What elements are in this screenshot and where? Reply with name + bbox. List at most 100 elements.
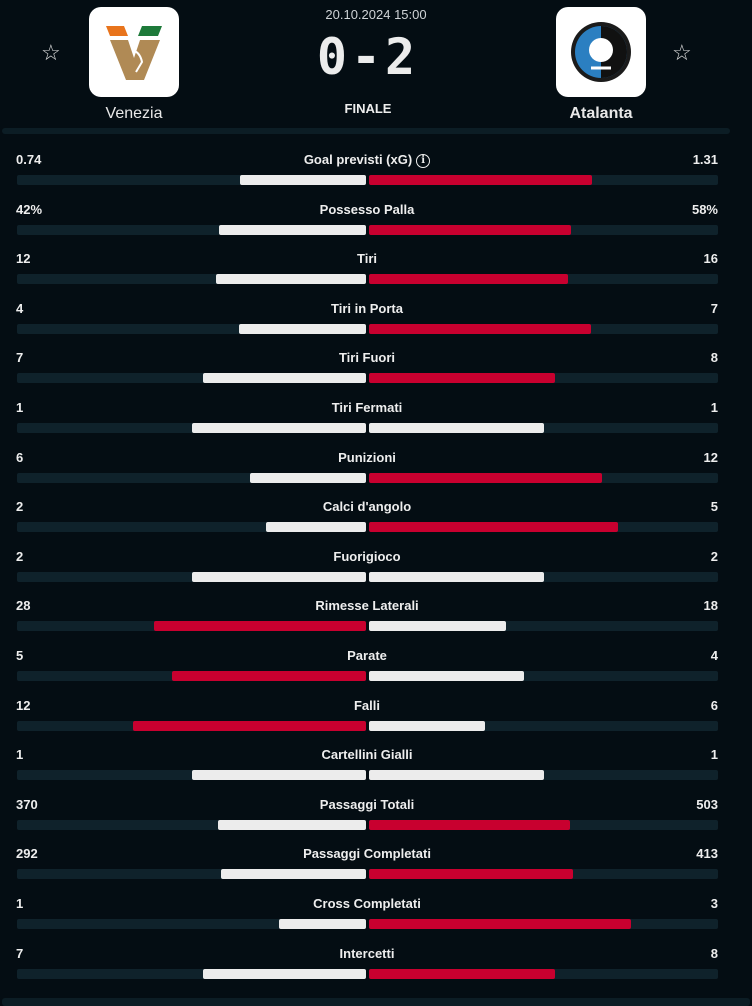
away-value: 12	[703, 449, 718, 465]
home-value: 6	[16, 449, 24, 465]
home-bar-track	[17, 770, 366, 781]
home-bar-fill	[266, 522, 366, 533]
away-value: 413	[696, 846, 718, 862]
home-bar-fill	[221, 869, 366, 880]
stat-label: Falli	[0, 698, 734, 713]
away-value: 4	[710, 647, 718, 663]
stat-label: Tiri	[0, 251, 734, 266]
venezia-crest-icon	[106, 26, 162, 80]
stat-label[interactable]: Goal previsti (xG) i	[0, 152, 734, 168]
stat-label: Possesso Palla	[0, 202, 734, 217]
atalanta-crest-icon	[571, 22, 631, 82]
home-bar-track	[17, 918, 366, 929]
home-bar-track	[17, 522, 366, 533]
home-bar-fill	[218, 819, 366, 830]
away-bar-fill	[369, 770, 544, 781]
home-bar-fill	[249, 472, 366, 483]
favorite-home-star-icon[interactable]: ☆	[41, 40, 61, 65]
home-value: 2	[16, 548, 24, 564]
stat-row: 7 Intercetti 8	[0, 946, 752, 996]
home-value: 1	[16, 895, 24, 911]
away-bar-fill	[369, 670, 525, 681]
home-bar-track	[17, 175, 366, 185]
home-bar-fill	[203, 373, 366, 384]
away-bar-track	[369, 819, 718, 830]
stat-label-text: Intercetti	[339, 945, 395, 961]
away-value: 1	[710, 747, 718, 763]
stat-label-text: Parate	[347, 647, 387, 663]
home-bar-track	[17, 968, 366, 979]
stat-row: 42% Possesso Palla 58%	[0, 202, 752, 252]
stat-label-text: Calci d'angolo	[322, 499, 412, 515]
divider	[2, 998, 750, 1006]
away-value: 8	[710, 350, 718, 366]
away-value: 503	[696, 796, 718, 812]
home-bar-track	[17, 373, 366, 384]
away-bar-fill	[369, 373, 556, 384]
stat-label: Passaggi Completati	[0, 846, 734, 861]
stat-label: Tiri Fermati	[0, 400, 734, 415]
home-value: 1	[16, 747, 24, 763]
favorite-away-star-icon[interactable]: ☆	[672, 40, 692, 65]
stat-label-text: Possesso Palla	[319, 201, 415, 217]
home-bar-fill	[153, 621, 366, 632]
stat-label: Fuorigioco	[0, 549, 734, 564]
divider	[2, 128, 730, 134]
match-header: ☆ Venezia 20.10.2024 15:00 0-2 FINALE At…	[0, 0, 752, 134]
stat-row: 0.74 Goal previsti (xG) i 1.31	[0, 152, 752, 202]
home-bar-fill	[240, 175, 366, 185]
match-status: FINALE	[344, 101, 392, 116]
home-value: 292	[16, 846, 38, 862]
away-bar-fill	[369, 968, 556, 979]
away-bar-fill	[369, 175, 593, 185]
home-bar-track	[17, 819, 366, 830]
away-value: 2	[710, 548, 718, 564]
home-bar-track	[17, 224, 366, 235]
away-bar-track	[369, 918, 718, 929]
stat-label: Punizioni	[0, 450, 734, 465]
away-bar-track	[369, 175, 718, 185]
home-value: 5	[16, 647, 24, 663]
stat-label: Passaggi Totali	[0, 797, 734, 812]
stat-row: 370 Passaggi Totali 503	[0, 797, 752, 847]
home-value: 12	[16, 251, 31, 267]
atalanta-logo[interactable]	[556, 7, 646, 97]
home-bar-fill	[191, 571, 366, 582]
stat-label-text: Tiri	[357, 251, 377, 267]
away-team-name[interactable]: Atalanta	[569, 105, 633, 122]
home-team-name[interactable]: Venezia	[105, 105, 163, 122]
away-bar-fill	[369, 720, 486, 731]
away-bar-track	[369, 274, 718, 285]
away-bar-fill	[369, 422, 544, 433]
stat-row: 1 Tiri Fermati 1	[0, 400, 752, 450]
away-value: 3	[710, 895, 718, 911]
away-bar-track	[369, 522, 718, 533]
home-value: 28	[16, 598, 31, 614]
home-bar-fill	[191, 770, 366, 781]
away-value: 18	[703, 598, 718, 614]
stat-label: Intercetti	[0, 946, 734, 961]
stat-label: Tiri Fuori	[0, 350, 734, 365]
stat-label: Cartellini Gialli	[0, 747, 734, 762]
home-bar-track	[17, 571, 366, 582]
away-bar-fill	[369, 621, 506, 632]
away-bar-fill	[369, 522, 619, 533]
away-bar-fill	[369, 274, 569, 285]
stat-row: 1 Cartellini Gialli 1	[0, 747, 752, 797]
home-value: 4	[16, 300, 24, 316]
info-icon[interactable]: i	[416, 154, 431, 168]
venezia-logo[interactable]	[89, 7, 179, 97]
stat-row: 2 Calci d'angolo 5	[0, 499, 752, 549]
home-bar-track	[17, 621, 366, 632]
away-value: 1	[710, 399, 718, 415]
away-bar-fill	[369, 224, 572, 235]
stat-label-text: Passaggi Totali	[319, 796, 415, 812]
home-value: 42%	[16, 201, 43, 217]
away-bar-track	[369, 224, 718, 235]
home-bar-fill	[191, 422, 366, 433]
stat-row: 7 Tiri Fuori 8	[0, 350, 752, 400]
match-score: 0-2	[316, 28, 420, 86]
home-value: 1	[16, 399, 24, 415]
stat-row: 5 Parate 4	[0, 648, 752, 698]
away-bar-fill	[369, 323, 592, 334]
